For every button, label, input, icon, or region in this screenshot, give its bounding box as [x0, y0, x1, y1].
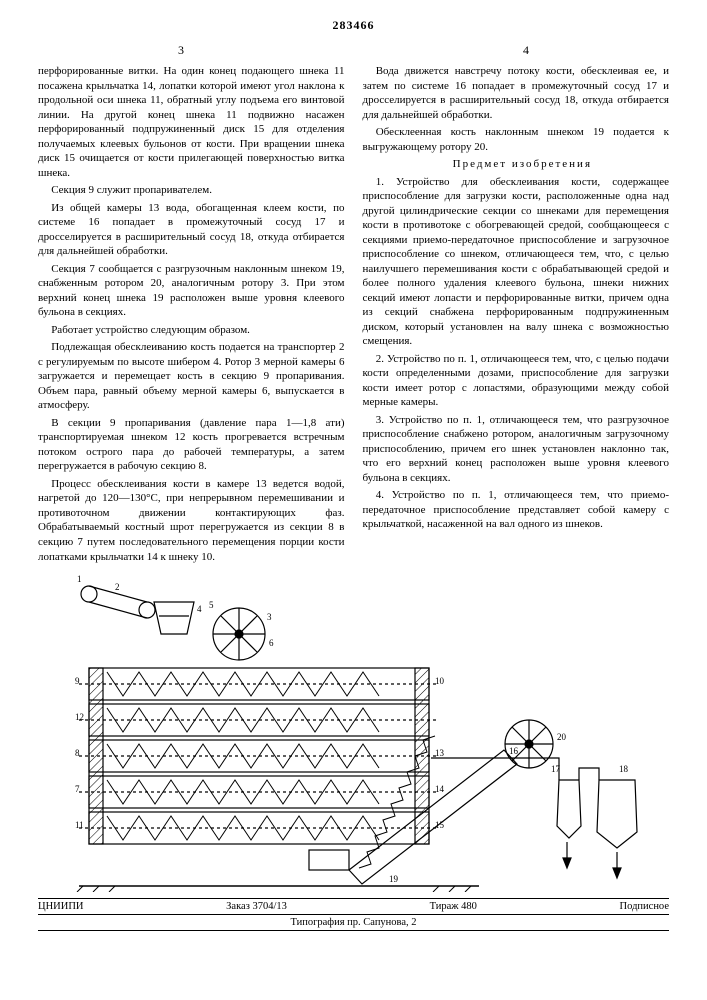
right-p1: Вода движется навстречу потоку кости, об… — [363, 64, 670, 122]
claim-1: 1. Устройство для обесклеивания кости, с… — [363, 175, 670, 349]
fig-label-19: 19 — [389, 874, 399, 884]
technical-figure: 2 1 4 3 5 6 — [59, 572, 649, 892]
footer-row-1: ЦНИИПИ Заказ 3704/13 Тираж 480 Подписное — [38, 899, 669, 915]
footer: ЦНИИПИ Заказ 3704/13 Тираж 480 Подписное… — [38, 898, 669, 931]
fig-label-16: 16 — [509, 746, 519, 756]
fig-label-5: 5 — [209, 600, 214, 610]
left-p2: Секция 9 служит пропаривателем. — [38, 183, 345, 198]
footer-org: ЦНИИПИ — [38, 901, 84, 912]
fig-label-17: 17 — [551, 764, 561, 774]
footer-typography: Типография пр. Сапунова, 2 — [290, 917, 416, 928]
fig-label-8: 8 — [75, 748, 80, 758]
left-p1: перфорированные витки. На один конец под… — [38, 64, 345, 180]
left-p7: В секции 9 пропаривания (давление пара 1… — [38, 416, 345, 474]
claim-2: 2. Устройство по п. 1, отличающееся тем,… — [363, 352, 670, 410]
right-p2: Обесклеенная кость наклонным шнеком 19 п… — [363, 125, 670, 154]
fig-label-12: 12 — [75, 712, 84, 722]
fig-label-7: 7 — [75, 784, 80, 794]
fig-label-18: 18 — [619, 764, 629, 774]
footer-sign: Подписное — [620, 901, 669, 912]
fig-label-14: 14 — [435, 784, 445, 794]
fig-label-6: 6 — [269, 638, 274, 648]
left-p8: Процесс обесклеивания кости в камере 13 … — [38, 477, 345, 564]
left-p6: Подлежащая обесклеиванию кость подается … — [38, 340, 345, 413]
footer-order: Заказ 3704/13 — [226, 901, 287, 912]
left-p3: Из общей камеры 13 вода, обогащенная кле… — [38, 201, 345, 259]
fig-label-20: 20 — [557, 732, 567, 742]
fig-label-11: 11 — [75, 820, 84, 830]
left-p4: Секция 7 сообщается с разгрузочным накло… — [38, 262, 345, 320]
fig-label-2: 2 — [115, 582, 120, 592]
fig-label-4: 4 — [197, 604, 202, 614]
fig-label-3: 3 — [267, 612, 272, 622]
sections-stack — [79, 668, 439, 844]
document-number: 283466 — [38, 18, 669, 33]
page-number-right: 4 — [523, 43, 529, 58]
footer-row-2: Типография пр. Сапунова, 2 — [38, 915, 669, 931]
fig-label-10: 10 — [435, 676, 445, 686]
page-numbers: 3 4 — [38, 43, 669, 58]
fig-label-13: 13 — [435, 748, 445, 758]
page-number-left: 3 — [178, 43, 184, 58]
claims-heading: Предмет изобретения — [363, 157, 670, 172]
fig-label-1: 1 — [77, 574, 82, 584]
page: 283466 3 4 перфорированные витки. На оди… — [0, 0, 707, 941]
text-columns: перфорированные витки. На один конец под… — [38, 64, 669, 564]
claim-3: 3. Устройство по п. 1, отличающееся тем,… — [363, 413, 670, 486]
footer-tirazh: Тираж 480 — [430, 901, 477, 912]
left-p5: Работает устройство следующим образом. — [38, 323, 345, 338]
claim-4: 4. Устройство по п. 1, отличающееся тем,… — [363, 488, 670, 532]
fig-label-9: 9 — [75, 676, 80, 686]
